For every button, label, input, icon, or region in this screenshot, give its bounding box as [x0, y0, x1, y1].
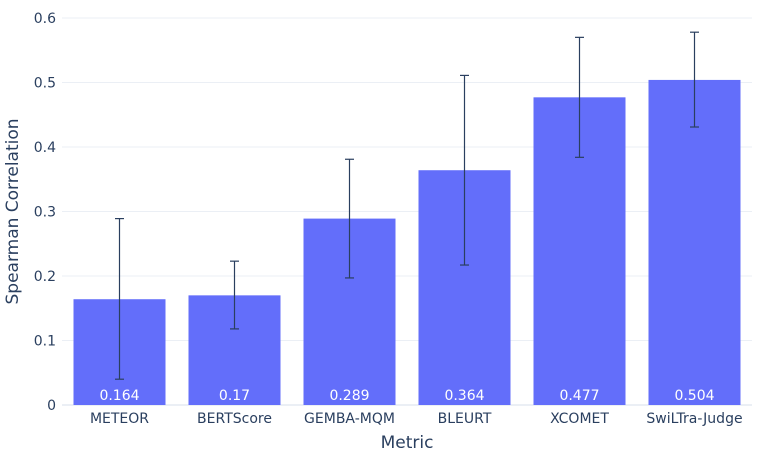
bar-value-label: 0.504 — [674, 388, 714, 404]
data-labels: 0.164 0.17 0.289 0.364 0.477 0.504 — [99, 388, 714, 404]
x-axis-ticks: METEOR BERTScore GEMBA-MQM BLEURT XCOMET SwiL… — [90, 411, 743, 427]
x-tick-label: BLEURT — [438, 411, 492, 427]
y-tick-label: 0.2 — [34, 269, 56, 285]
y-tick-label: 0.4 — [34, 140, 56, 156]
bar-value-label: 0.17 — [219, 388, 250, 404]
y-tick-label: 0.6 — [34, 11, 56, 27]
gridlines — [62, 17, 752, 406]
bar-value-label: 0.289 — [329, 388, 369, 404]
error-bars — [115, 31, 699, 380]
bar — [648, 79, 741, 406]
x-tick-label: XCOMET — [550, 411, 609, 427]
y-tick-label: 0.5 — [34, 76, 56, 92]
y-axis-title: Spearman Correlation — [3, 118, 23, 304]
x-tick-label: METEOR — [90, 411, 149, 427]
x-axis-title: Metric — [381, 433, 434, 453]
x-tick-label: GEMBA-MQM — [304, 411, 395, 427]
y-tick-label: 0.1 — [34, 334, 56, 350]
bars — [73, 79, 741, 406]
y-axis-ticks: 0 0.1 0.2 0.3 0.4 0.5 0.6 — [34, 11, 56, 414]
y-tick-label: 0 — [47, 398, 56, 414]
x-tick-label: BERTScore — [197, 411, 272, 427]
y-tick-label: 0.3 — [34, 205, 56, 221]
bar-value-label: 0.164 — [99, 388, 139, 404]
bar-value-label: 0.364 — [444, 388, 484, 404]
x-tick-label: SwiLTra-Judge — [646, 411, 742, 427]
bar-value-label: 0.477 — [559, 388, 599, 404]
